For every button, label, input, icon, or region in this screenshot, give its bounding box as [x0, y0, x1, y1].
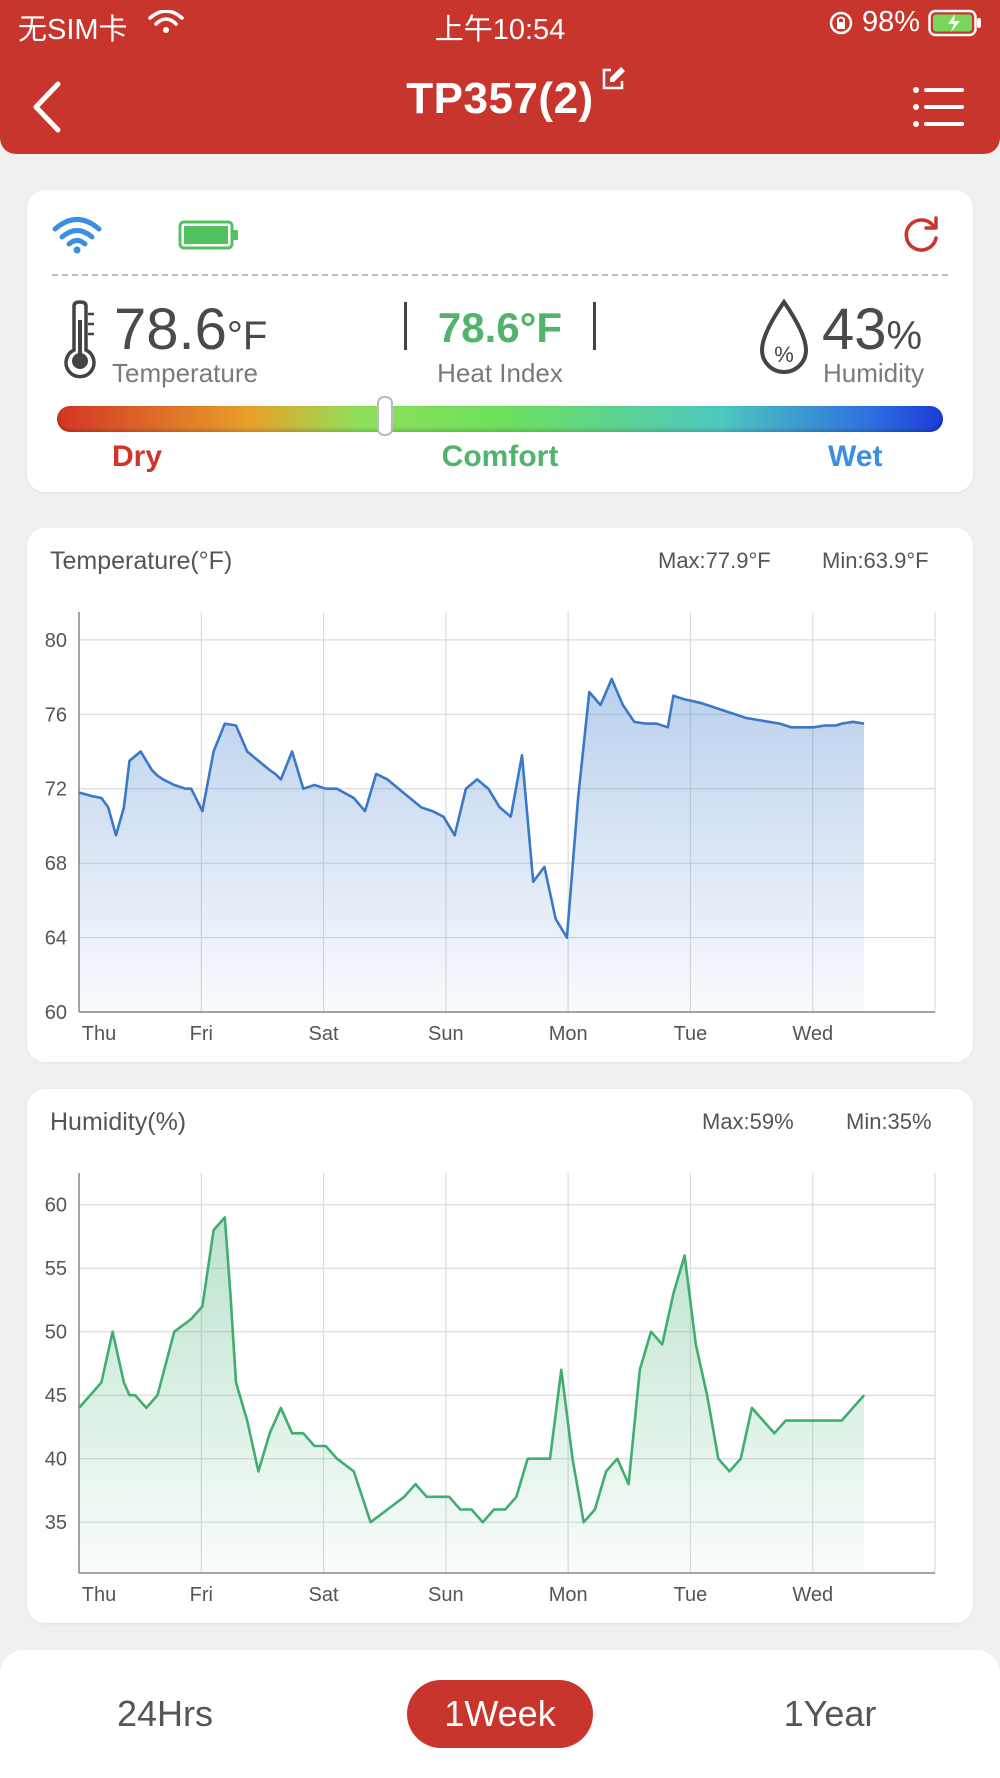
divider	[52, 274, 948, 276]
humidity-x-tick-label: Sat	[309, 1584, 339, 1606]
temperature-y-tick-label: 68	[45, 853, 67, 875]
humidity-x-tick-label: Fri	[190, 1584, 213, 1606]
thermometer-icon	[64, 300, 96, 379]
temperature-max: Max:77.9°F	[658, 548, 771, 573]
edit-icon[interactable]	[600, 66, 626, 92]
temperature-x-tick-label: Sun	[428, 1023, 464, 1045]
divider-right	[593, 302, 596, 350]
dry-label: Dry	[112, 440, 163, 473]
heat-index-value: 78.6°F	[437, 304, 563, 351]
humidity-chart-title: Humidity(%)	[50, 1108, 187, 1136]
tab-1year[interactable]: 1Year	[783, 1693, 877, 1734]
humidity-y-tick-label: 50	[45, 1322, 67, 1344]
comfort-indicator	[376, 396, 393, 436]
humidity-y-tick-label: 60	[45, 1195, 67, 1217]
temperature-chart-title: Temperature(°F)	[50, 547, 233, 575]
humidity-min: Min:35%	[846, 1109, 932, 1134]
comfort-gauge	[57, 406, 943, 432]
status-time: 上午10:54	[434, 14, 566, 46]
tab-1week[interactable]: 1Week	[407, 1680, 593, 1748]
temperature-y-tick-label: 60	[45, 1002, 67, 1024]
battery-status-icon	[928, 9, 981, 36]
temperature-unit: °F	[226, 314, 268, 358]
temperature-x-tick-label: Sat	[309, 1023, 339, 1045]
comfort-label: Comfort	[441, 440, 559, 473]
heat-index-label: Heat Index	[437, 358, 563, 388]
list-icon[interactable]	[912, 86, 964, 128]
humidity-x-tick-label: Mon	[549, 1584, 588, 1606]
temperature-y-tick-label: 76	[45, 704, 67, 726]
temperature-min: Min:63.9°F	[822, 548, 929, 573]
status-carrier: 无SIM卡	[18, 14, 128, 46]
humidity-y-tick-label: 55	[45, 1258, 67, 1280]
temperature-x-tick-label: Mon	[549, 1023, 588, 1045]
humidity-x-tick-label: Tue	[674, 1584, 708, 1606]
humidity-chart: 35 40 45 50 55 60 Thu Fri Sat Sun Mon Tue Wed	[45, 1173, 936, 1606]
battery-icon	[178, 220, 238, 250]
humidity-x-tick-label: Sun	[428, 1584, 464, 1606]
temperature-series-line	[78, 677, 865, 939]
humidity-series-line	[78, 1216, 866, 1524]
temperature-y-tick-label: 64	[45, 928, 67, 950]
divider-left	[404, 302, 407, 350]
temperature-label: Temperature	[112, 358, 258, 388]
water-drop-icon: %	[759, 298, 809, 374]
temperature-x-tick-label: Tue	[674, 1023, 708, 1045]
temperature-y-tick-label: 72	[45, 779, 67, 801]
status-right: 98%	[828, 6, 982, 39]
orientation-lock-icon	[829, 11, 853, 34]
temperature-reading: 78.6°F	[114, 296, 267, 363]
wet-label: Wet	[828, 440, 883, 473]
humidity-reading: 43%	[822, 296, 922, 363]
temperature-x-tick-label: Wed	[792, 1023, 833, 1045]
app-header: 无SIM卡 上午10:54 98% TP357(2)	[0, 0, 1000, 154]
humidity-x-tick-label: Thu	[82, 1584, 116, 1606]
temperature-y-tick-label: 80	[45, 630, 67, 652]
device-title: TP357(2)	[406, 74, 594, 123]
refresh-icon[interactable]	[900, 214, 942, 256]
wifi-icon	[52, 217, 102, 254]
humidity-label: Humidity	[823, 358, 925, 388]
temperature-area-fill	[79, 679, 865, 1012]
humidity-value: 43	[822, 297, 887, 362]
tab-24hrs[interactable]: 24Hrs	[116, 1693, 214, 1734]
temperature-value: 78.6	[114, 297, 227, 362]
chevron-left-icon[interactable]	[30, 78, 66, 136]
status-battery-text: 98%	[861, 6, 920, 38]
humidity-max: Max:59%	[702, 1109, 794, 1134]
humidity-icon-symbol: %	[774, 342, 794, 367]
humidity-y-tick-label: 40	[45, 1449, 67, 1471]
humidity-y-tick-label: 45	[45, 1385, 67, 1407]
wifi-status-icon	[148, 10, 184, 33]
humidity-y-tick-label: 35	[45, 1512, 67, 1534]
humidity-area-fill	[79, 1217, 865, 1573]
temperature-chart: 60 64 68 72 76 80 Thu Fri Sat Sun Mon Tue Wed	[45, 612, 936, 1045]
temperature-x-tick-label: Fri	[190, 1023, 213, 1045]
humidity-unit: %	[886, 314, 923, 358]
temperature-x-tick-label: Thu	[82, 1023, 116, 1045]
humidity-x-tick-label: Wed	[792, 1584, 833, 1606]
